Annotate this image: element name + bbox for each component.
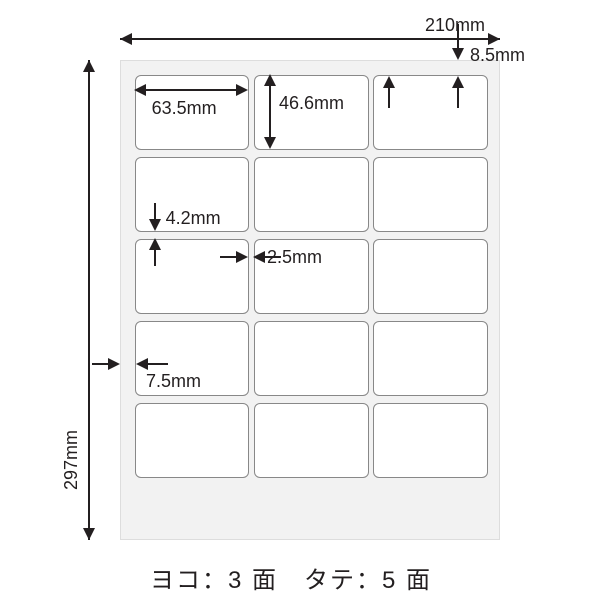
- dim-margin-top-tickline2: [457, 88, 459, 108]
- dim-sheet-width-arrow-left: [120, 33, 132, 45]
- dim-cell-height-tick-col2: [383, 76, 395, 88]
- dim-sheet-height-line: [88, 60, 90, 540]
- label-sheet: [120, 60, 500, 540]
- dim-margin-top-arrow-up: [452, 76, 464, 88]
- dim-sheet-height-arrow-up: [83, 60, 95, 72]
- label-cell: [373, 321, 488, 396]
- dim-margin-top-arrow-down: [452, 48, 464, 60]
- dim-sheet-width-arrow-right: [488, 33, 500, 45]
- dim-sheet-width-label: 210mm: [425, 16, 485, 34]
- dim-cell-height-label: 46.6mm: [279, 94, 344, 112]
- label-cell: [373, 239, 488, 314]
- dim-margin-top-tickline: [457, 24, 459, 48]
- dim-cell-height-tick-col2-line: [388, 88, 390, 108]
- dim-gap-y-label: 4.2mm: [166, 209, 221, 227]
- dim-sheet-width-line: [120, 38, 500, 40]
- dim-margin-left-arrow-left: [136, 358, 148, 370]
- label-cell: [373, 403, 488, 478]
- label-cell: [135, 239, 250, 314]
- dim-cell-width-arrow-left: [134, 84, 146, 96]
- label-cell: [254, 321, 369, 396]
- dim-gap-y-tickline1: [154, 203, 156, 219]
- dim-gap-y-tickline2: [154, 250, 156, 266]
- dim-cell-width-label: 63.5mm: [152, 99, 217, 117]
- label-cell: [373, 157, 488, 232]
- dim-gap-x-arrow-left: [253, 251, 265, 263]
- dim-cell-height-line: [269, 78, 271, 145]
- caption: ヨコ：3 面 タテ：5 面: [150, 560, 432, 595]
- dim-gap-y-arrow-down: [149, 219, 161, 231]
- dim-gap-y-arrow-up: [149, 238, 161, 250]
- dim-margin-left-tickline2: [148, 363, 168, 365]
- dim-margin-top-label: 8.5mm: [470, 46, 525, 64]
- dim-gap-x-label: 2.5mm: [267, 248, 322, 266]
- dim-margin-left-tickline: [92, 363, 108, 365]
- label-cell: [254, 403, 369, 478]
- dim-margin-left-label: 7.5mm: [146, 372, 201, 390]
- label-cell: [135, 403, 250, 478]
- dim-gap-x-tickline1: [220, 256, 236, 258]
- label-cell: [254, 157, 369, 232]
- dim-cell-width-arrow-right: [236, 84, 248, 96]
- dim-sheet-height-label: 297mm: [62, 430, 80, 490]
- dim-sheet-height-arrow-down: [83, 528, 95, 540]
- dim-gap-x-arrow-right: [236, 251, 248, 263]
- dim-cell-width-line: [138, 89, 245, 91]
- dim-margin-left-arrow-right: [108, 358, 120, 370]
- diagram-stage: 210mm 297mm 8.5mm 7.5mm ヨコ：3 面 タテ：5 面 63…: [0, 0, 600, 600]
- dim-cell-height-arrow-up: [264, 74, 276, 86]
- dim-cell-height-arrow-down: [264, 137, 276, 149]
